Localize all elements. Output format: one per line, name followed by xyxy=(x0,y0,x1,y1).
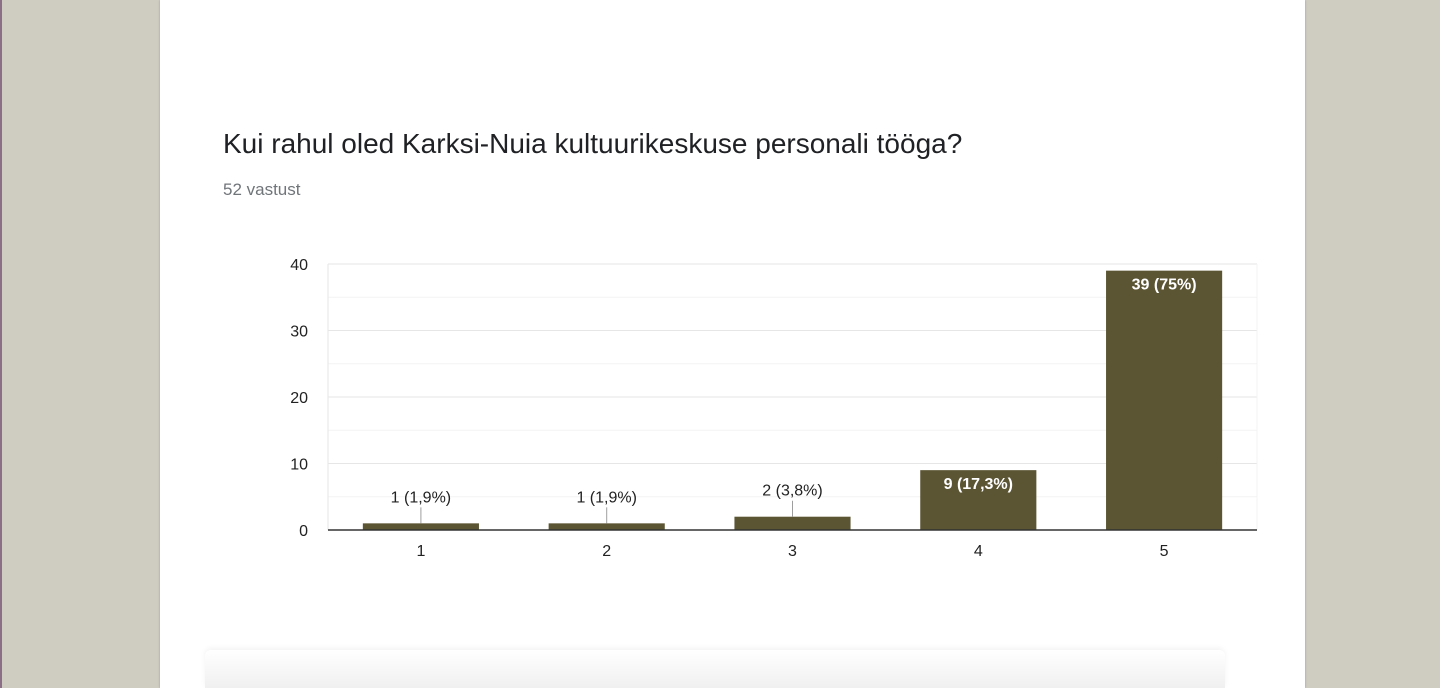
bar-1[interactable] xyxy=(362,523,479,530)
data-label: 9 (17,3%) xyxy=(944,476,1013,493)
data-label: 1 (1,9%) xyxy=(576,489,636,506)
bar-2[interactable] xyxy=(548,523,665,530)
data-label: 2 (3,8%) xyxy=(762,483,822,500)
y-tick-label: 30 xyxy=(290,324,308,341)
bar-4[interactable] xyxy=(920,470,1037,530)
x-tick-label: 5 xyxy=(1160,543,1169,560)
bar-chart: 1 (1,9%) 1 (1,9%) 2 (3,8%) 9 (17,3%) 39 (75%… xyxy=(290,257,1258,560)
y-tick-label: 40 xyxy=(290,257,308,274)
y-tick-label: 0 xyxy=(299,523,308,540)
question-title: Kui rahul oled Karksi-Nuia kultuurikesku… xyxy=(223,128,963,159)
grid-lines xyxy=(327,263,1258,530)
bar-5[interactable] xyxy=(1106,270,1223,530)
response-count: 52 vastust xyxy=(223,180,301,199)
data-label: 1 (1,9%) xyxy=(391,489,451,506)
window-edge xyxy=(0,0,2,688)
y-tick-label: 10 xyxy=(290,457,308,474)
bars xyxy=(362,270,1223,530)
question-card: Kui rahul oled Karksi-Nuia kultuurikesku… xyxy=(160,0,1305,688)
bar-3[interactable] xyxy=(734,516,851,530)
data-label: 39 (75%) xyxy=(1132,277,1197,294)
x-tick-label: 1 xyxy=(416,543,425,560)
x-tick-label: 3 xyxy=(788,543,797,560)
x-tick-label: 2 xyxy=(602,543,611,560)
data-labels: 1 (1,9%) 1 (1,9%) 2 (3,8%) 9 (17,3%) 39 (75%… xyxy=(391,277,1197,524)
next-card-edge xyxy=(205,650,1225,688)
x-tick-label: 4 xyxy=(974,543,983,560)
axes: 0 10 20 30 40 1 2 3 4 5 xyxy=(290,257,1257,560)
y-tick-label: 20 xyxy=(290,390,308,407)
